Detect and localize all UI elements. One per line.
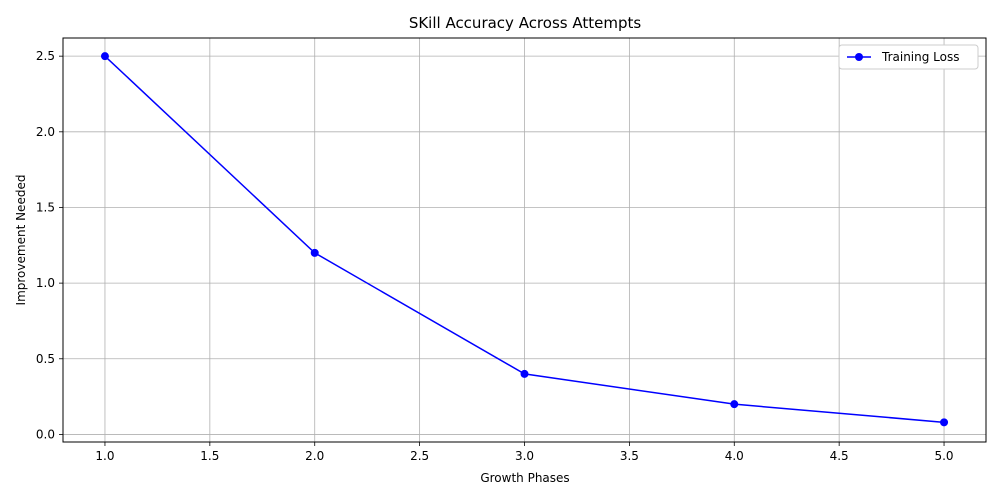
y-tick-label: 0.0: [36, 427, 55, 441]
y-tick-label: 2.5: [36, 49, 55, 63]
y-tick-label: 2.0: [36, 125, 55, 139]
chart-title: SKill Accuracy Across Attempts: [409, 14, 642, 32]
legend-label: Training Loss: [881, 50, 959, 64]
series-layer: [100, 52, 949, 427]
grid: [63, 38, 986, 442]
data-point: [520, 369, 529, 378]
x-tick-label: 1.0: [95, 449, 114, 463]
legend: Training Loss: [838, 44, 979, 70]
legend-marker-swatch: [855, 53, 863, 61]
y-tick-label: 0.5: [36, 352, 55, 366]
y-tick-label: 1.0: [36, 276, 55, 290]
y-axis: 0.0 0.5 1.0 1.5 2.0 2.5: [36, 49, 63, 441]
x-tick-label: 4.0: [725, 449, 744, 463]
x-tick-label: 3.5: [620, 449, 639, 463]
x-tick-label: 5.0: [934, 449, 953, 463]
legend-box: [838, 44, 979, 70]
x-tick-label: 4.5: [830, 449, 849, 463]
data-point: [100, 52, 109, 61]
x-tick-label: 1.5: [200, 449, 219, 463]
data-point: [310, 248, 319, 257]
x-axis-label: Growth Phases: [480, 471, 569, 485]
y-axis-label: Improvement Needed: [14, 175, 28, 306]
x-tick-label: 2.0: [305, 449, 324, 463]
x-tick-label: 2.5: [410, 449, 429, 463]
y-tick-label: 1.5: [36, 200, 55, 214]
x-tick-label: 3.0: [515, 449, 534, 463]
x-axis: 1.0 1.5 2.0 2.5 3.0 3.5 4.0 4.5 5.0: [95, 442, 954, 463]
data-point: [940, 418, 949, 427]
data-point: [730, 400, 739, 409]
